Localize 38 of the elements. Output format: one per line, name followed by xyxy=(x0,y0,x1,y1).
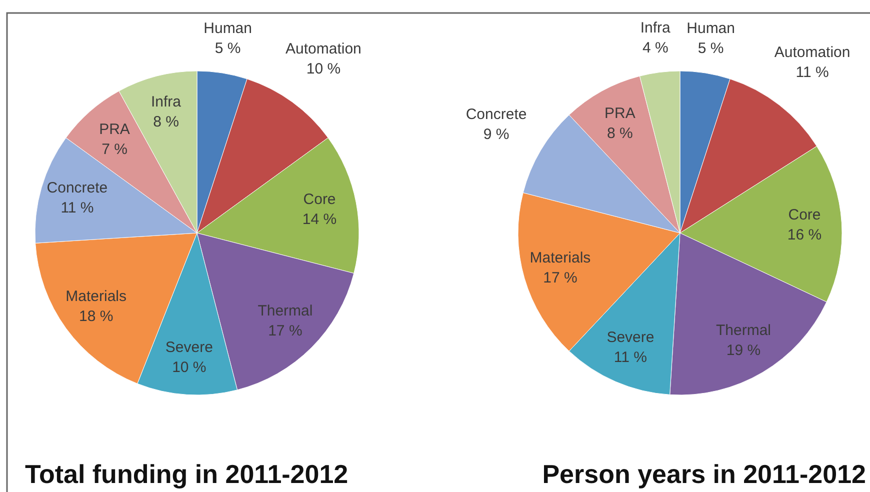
data-label: 18 % xyxy=(78,308,114,325)
data-label: 5 % xyxy=(698,40,724,57)
data-label: 16 % xyxy=(787,226,822,244)
data-label: 10 % xyxy=(306,60,341,78)
data-label: 19 % xyxy=(726,342,761,359)
data-label: 11 % xyxy=(60,200,94,217)
text: Total funding in 2011-2012 xyxy=(25,459,348,489)
data-label: 8 % xyxy=(153,114,179,131)
slice-label: Automation xyxy=(774,44,850,61)
slice-label: Human xyxy=(204,20,252,37)
slice-label: Automation xyxy=(286,40,362,58)
data-label: 7 % xyxy=(102,140,128,158)
data-label: 17 % xyxy=(543,269,578,286)
slice-label: Materials xyxy=(530,249,591,266)
slice-label: Thermal xyxy=(258,302,313,320)
slice-label: Severe xyxy=(165,338,213,356)
data-label: 11 % xyxy=(614,348,647,366)
slice-label: PRA xyxy=(99,120,130,138)
slice-label: Concrete xyxy=(46,180,108,197)
data-label: 9 % xyxy=(483,126,510,143)
slice-label: Core xyxy=(303,191,336,208)
slice-label: Core xyxy=(788,206,821,224)
slice-label: Human xyxy=(686,20,736,37)
data-label: 10 % xyxy=(172,358,206,376)
slice-label: Concrete xyxy=(466,106,527,123)
slice-label: Infra xyxy=(150,94,182,111)
data-label: 11 % xyxy=(796,64,829,81)
data-label: 8 % xyxy=(606,125,633,142)
data-label: 17 % xyxy=(268,322,302,340)
slice-label: Infra xyxy=(640,20,672,37)
data-label: 5 % xyxy=(214,40,241,57)
data-label: 14 % xyxy=(302,211,337,228)
slice-label: Thermal xyxy=(716,322,772,339)
slice-label: Severe xyxy=(606,328,654,346)
slice-label: PRA xyxy=(604,105,636,122)
slice-label: Materials xyxy=(66,288,127,305)
text: Person years in 2011-2012 xyxy=(542,459,866,489)
data-label: 4 % xyxy=(642,40,668,57)
